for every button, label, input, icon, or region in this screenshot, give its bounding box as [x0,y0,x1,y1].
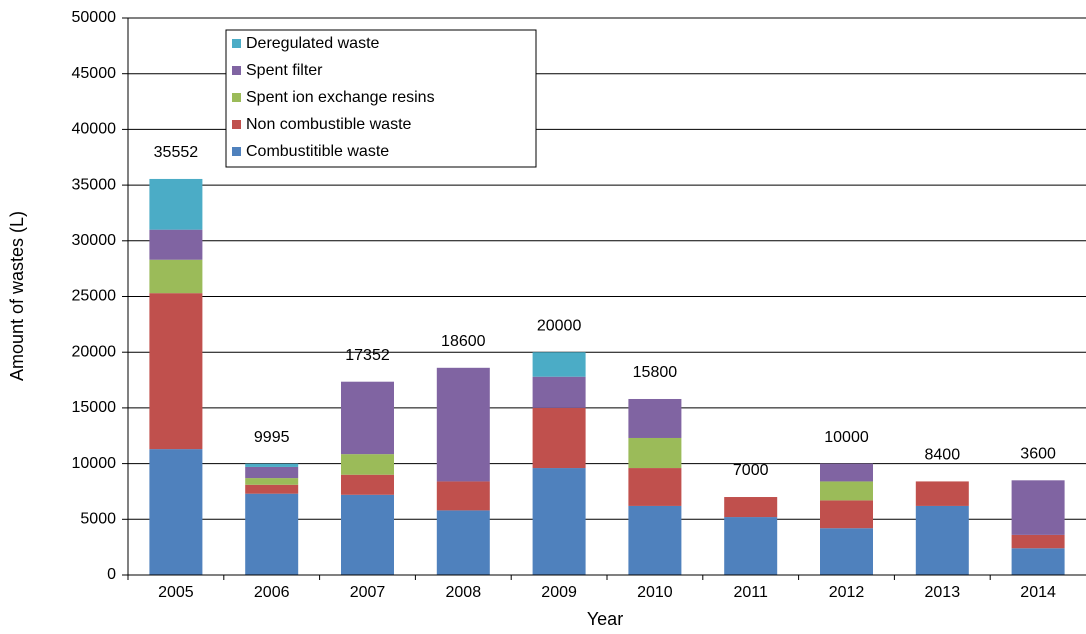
total-label: 8400 [925,447,961,464]
bar-segment [820,463,873,482]
legend-swatch [232,147,241,156]
y-tick-label: 50000 [72,9,117,26]
x-tick-label: 2010 [637,584,673,601]
bar-segment [245,466,299,479]
bar-segment [820,481,873,501]
bar-segment [149,178,203,230]
bar-segment [724,497,778,518]
bar-segment [628,437,682,469]
bar-segment [532,352,586,377]
bar-segment [532,468,586,575]
bar-segment [341,381,394,455]
bar-segment [436,367,490,482]
legend-label: Non combustible waste [246,116,412,133]
bar-segment [149,259,203,294]
total-label: 35552 [154,144,199,161]
bar-segment [532,407,586,469]
bar-segment [436,510,490,575]
legend-swatch [232,39,241,48]
total-label: 10000 [824,429,869,446]
legend-label: Spent filter [246,62,323,79]
y-tick-label: 35000 [72,176,117,193]
x-axis-title: Year [587,609,623,629]
legend-label: Deregulated waste [246,35,380,52]
bar-segment [628,505,682,575]
bar-segment [341,494,394,575]
total-label: 15800 [633,364,678,381]
legend-label: Combustitible waste [246,143,389,160]
x-tick-label: 2009 [541,584,577,601]
x-tick-label: 2008 [446,584,482,601]
bar-segment [341,454,394,475]
y-tick-label: 20000 [72,343,117,360]
bar-segment [915,481,969,506]
legend-swatch [232,93,241,102]
y-tick-label: 25000 [72,288,117,305]
bar-segment [245,484,299,494]
bar-segment [245,478,299,485]
x-tick-label: 2013 [925,584,961,601]
total-label: 18600 [441,333,486,350]
y-axis-title: Amount of wastes (L) [7,211,27,381]
x-tick-label: 2011 [733,584,768,601]
bar-segment [341,474,394,495]
bar-segment [1011,534,1065,549]
total-label: 17352 [345,347,390,364]
bar-segment [915,505,969,575]
bar-segment [149,293,203,450]
y-tick-label: 45000 [72,65,117,82]
legend-swatch [232,120,241,129]
x-tick-label: 2014 [1020,584,1056,601]
x-tick-label: 2012 [829,584,865,601]
bar-segment [724,517,778,575]
legend-box [225,29,537,168]
bar-segment [532,376,586,408]
y-tick-label: 40000 [72,121,117,138]
bar-segment [1011,480,1065,535]
bar-segment [436,481,490,511]
bar-segment [245,493,299,575]
total-label: 9995 [254,429,290,446]
bar-segment [149,449,203,575]
total-label: 3600 [1020,446,1056,463]
y-tick-label: 30000 [72,232,117,249]
y-tick-label: 10000 [72,455,117,472]
bar-segment [628,468,682,506]
x-tick-label: 2007 [350,584,386,601]
bar-segment [149,229,203,260]
bar-segment [628,398,682,438]
legend-label: Spent ion exchange resins [246,89,435,106]
bar-segment [820,500,873,529]
x-tick-label: 2005 [158,584,194,601]
bar-segment [245,463,299,467]
y-tick-label: 5000 [80,511,116,528]
bar-segment [1011,548,1065,575]
total-label: 20000 [537,317,582,334]
y-tick-label: 0 [107,566,116,583]
bar-segment [820,528,873,575]
legend-swatch [232,66,241,75]
y-tick-label: 15000 [72,399,117,416]
total-label: 7000 [733,462,769,479]
x-tick-label: 2006 [254,584,290,601]
